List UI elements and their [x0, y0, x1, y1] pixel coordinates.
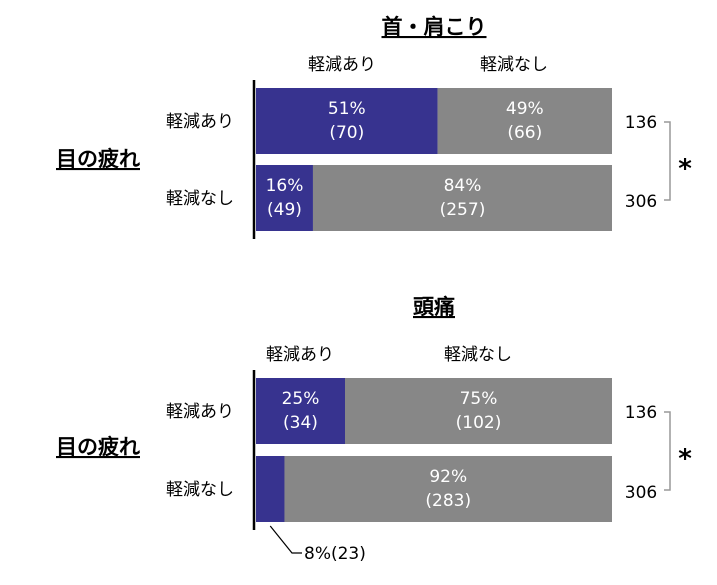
legend-label: 軽減なし: [480, 55, 548, 75]
row-total-n: 136: [625, 403, 657, 423]
group-label: 目の疲れ: [56, 435, 140, 459]
bar-segment-no-relief: [284, 456, 612, 522]
segment-percent-label: 75%: [460, 389, 498, 409]
bar-segment-relief: [256, 165, 313, 231]
segment-count-label: (257): [440, 200, 486, 220]
segment-count-label: (283): [425, 491, 471, 511]
segment-count-label: (66): [507, 123, 542, 143]
segment-count-label: (34): [283, 413, 318, 433]
callout-label: 8%(23): [304, 544, 366, 564]
row-label: 軽減あり: [166, 112, 234, 132]
bar-segment-relief: [256, 456, 285, 522]
segment-percent-label: 16%: [266, 176, 304, 196]
segment-percent-label: 25%: [282, 389, 320, 409]
significance-bracket: [664, 411, 671, 491]
significance-marker: *: [678, 444, 692, 474]
row-label: 軽減なし: [166, 189, 234, 209]
segment-count-label: (49): [267, 200, 302, 220]
row-total-n: 306: [625, 483, 657, 503]
callout-leader-line: [269, 525, 302, 554]
row-total-n: 306: [625, 192, 657, 212]
row-label: 軽減なし: [166, 480, 234, 500]
segment-count-label: (102): [456, 413, 502, 433]
significance-marker: *: [678, 154, 692, 184]
segment-percent-label: 84%: [444, 176, 482, 196]
segment-count-label: (70): [329, 123, 364, 143]
bar-segment-relief: [256, 378, 345, 444]
legend-label: 軽減あり: [308, 55, 376, 75]
legend-label: 軽減なし: [444, 345, 512, 365]
bar-segment-no-relief: [345, 378, 612, 444]
segment-percent-label: 51%: [328, 99, 366, 119]
legend-label: 軽減あり: [266, 345, 334, 365]
chart-title: 首・肩こり: [382, 15, 487, 39]
group-label: 目の疲れ: [56, 147, 140, 171]
segment-percent-label: 92%: [429, 467, 467, 487]
significance-bracket: [664, 121, 671, 201]
bar-segment-no-relief: [437, 88, 612, 154]
chart-title: 頭痛: [413, 295, 455, 319]
segment-percent-label: 49%: [506, 99, 544, 119]
bar-segment-relief: [256, 88, 438, 154]
bar-segment-no-relief: [312, 165, 612, 231]
row-label: 軽減あり: [166, 402, 234, 422]
row-total-n: 136: [625, 113, 657, 133]
